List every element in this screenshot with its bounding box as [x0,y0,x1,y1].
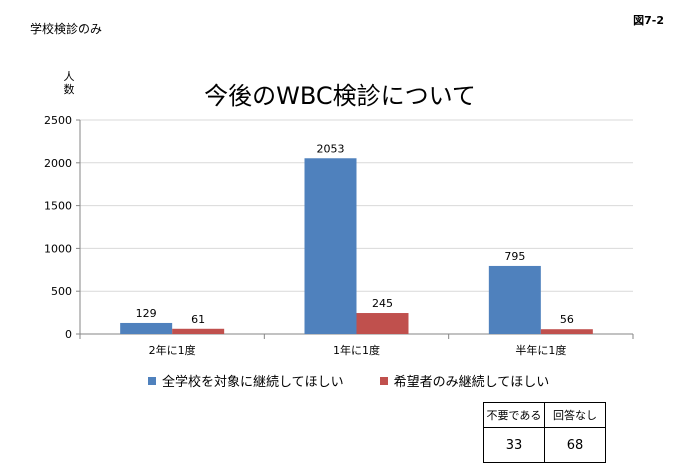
bar-volunteers-only [540,329,593,334]
x-tick-label: 1年に1度 [333,343,380,357]
y-tick-label: 2000 [44,157,72,170]
legend-label-series-1: 全学校を対象に継続してほしい [162,375,344,390]
y-tick-label: 1500 [44,200,72,213]
data-label: 795 [504,250,525,263]
page-caption: 学校検診のみ [30,22,103,36]
y-tick-label: 2500 [44,114,72,127]
bar-volunteers-only [356,313,409,334]
legend-item-series-2: 希望者のみ継続してほしい [379,371,550,390]
tally-header-unneeded: 不要である [483,402,545,428]
bar-all-schools [120,322,173,334]
x-tick-label: 半年に1度 [515,343,566,357]
bar-all-schools [304,158,357,334]
y-tick-label: 0 [65,328,72,341]
tally-header-no-answer: 回答なし [544,402,606,428]
x-tick-label: 2年に1度 [149,343,196,357]
legend-swatch-series-1 [148,376,156,385]
legend-label-series-2: 希望者のみ継続してほしい [393,375,550,390]
bar-volunteers-only [172,328,225,334]
other-responses-table: 不要である 回答なし 33 68 [483,402,606,463]
data-label: 129 [136,307,157,320]
tally-value-unneeded: 33 [483,427,545,463]
tally-value-no-answer: 68 [544,427,606,463]
y-tick-label: 1000 [44,242,72,255]
figure-number: 図7-2 [633,14,664,27]
chart-title: 今後のWBC検診について [204,82,476,110]
legend-item-series-1: 全学校を対象に継続してほしい [148,371,344,390]
data-label: 245 [372,297,393,310]
chart-legend: 全学校を対象に継続してほしい 希望者のみ継続してほしい [148,371,549,390]
data-label: 56 [560,313,574,326]
bar-all-schools [488,265,541,334]
data-label: 61 [191,313,205,326]
y-tick-label: 500 [51,285,72,298]
legend-swatch-series-2 [379,376,388,385]
data-label: 2053 [317,142,345,155]
y-axis-label: 人数 [63,70,75,96]
